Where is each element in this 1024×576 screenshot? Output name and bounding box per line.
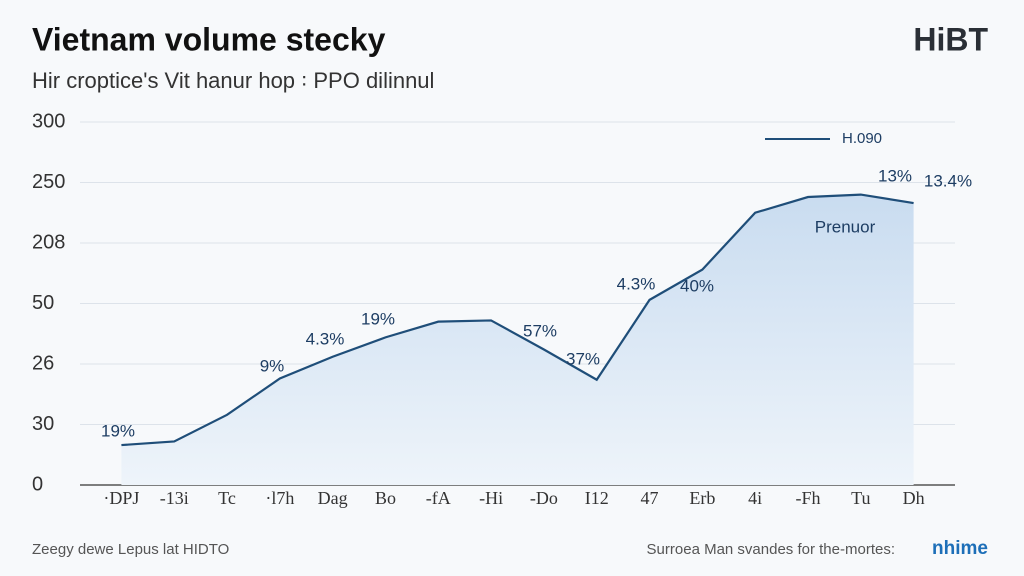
x-tick-label: Bo [375,488,396,508]
annotation: 13.4% [924,171,972,190]
chart-title: Vietnam volume stecky [32,21,386,57]
x-tick-label: -fA [426,488,451,508]
x-tick-label: -Fh [795,488,820,508]
x-tick-label: Tc [218,488,236,508]
y-tick-label: 300 [32,110,65,132]
x-tick-label: -Hi [479,488,503,508]
annotation: 40% [680,276,714,295]
x-tick-label: Tu [851,488,870,508]
y-tick-label: 26 [32,352,54,374]
logo: HiBT [913,21,988,57]
annotation: 57% [523,321,557,340]
annotation: 19% [101,421,135,440]
annotation: 19% [361,309,395,328]
x-tick-label: ·DPJ [103,488,139,508]
chart-subtitle: Hir croptice's Vit hanur hop ꞉ PPO dilin… [32,68,434,93]
footer-left: Zeegy dewe Lepus lat HIDTO [32,541,229,558]
x-tick-label: ·l7h [265,488,294,508]
annotation: 4.3% [617,274,656,293]
x-tick-label: -13i [160,488,189,508]
x-tick-label: I12 [585,488,609,508]
line [121,193,914,447]
y-tick-label: 0 [32,473,43,495]
legend-label: H.090 [842,130,882,147]
annotation: 13% [878,166,912,185]
annotation: 37% [566,349,600,368]
x-tick-label: 4i [748,488,762,508]
x-tick-label: Dh [903,488,925,508]
x-tick-label: Erb [689,488,715,508]
footer-right: Surroea Man svandes for the-mortes: [647,541,895,558]
y-tick-label: 30 [32,413,54,435]
annotation: Prenuor [815,217,876,236]
x-tick-label: Dag [318,488,348,508]
annotation: 4.3% [306,329,345,348]
x-tick-label: -Do [530,488,558,508]
area [121,194,914,485]
y-tick-label: 50 [32,292,54,314]
annotation: 9% [260,356,285,375]
y-tick-label: 250 [32,171,65,193]
y-tick-label: 208 [32,231,65,253]
brand: nhime [932,538,988,559]
x-tick-label: 47 [641,488,659,508]
